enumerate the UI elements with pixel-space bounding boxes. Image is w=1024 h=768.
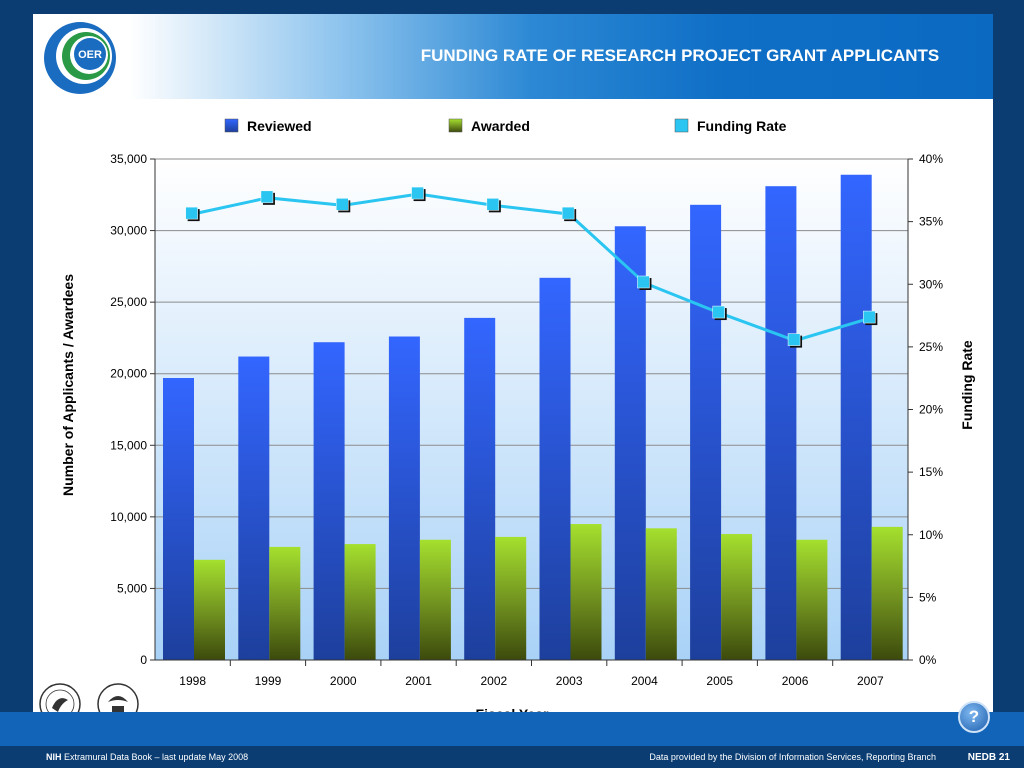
footer: NIH Extramural Data Book – last update M… [0,746,1024,768]
legend-label: Awarded [471,118,530,134]
marker-funding-rate [336,198,349,211]
x-tick-label: 1998 [179,674,206,688]
x-tick-label: 2006 [782,674,809,688]
y-tick-label: 15,000 [110,438,147,452]
y-right-tick-label: 15% [919,465,943,479]
bar-reviewed [163,378,194,660]
bar-reviewed [614,226,646,660]
bar-awarded [495,536,527,660]
y-right-tick-label: 5% [919,590,937,604]
y-tick-label: 35,000 [110,152,147,166]
y-tick-label: 20,000 [110,367,147,381]
bottom-band [0,712,1024,746]
y-right-tick-label: 30% [919,277,943,291]
bar-awarded [721,534,753,660]
bar-awarded [419,539,451,660]
marker-funding-rate [561,206,575,220]
page-title: FUNDING RATE OF RESEARCH PROJECT GRANT A… [420,46,940,65]
x-tick-label: 2005 [706,674,733,688]
bar-awarded [344,544,376,660]
marker-funding-rate [863,310,876,324]
y-tick-label: 10,000 [110,510,147,524]
x-tick-label: 1999 [255,674,282,688]
y-axis-right-title: Funding Rate [959,340,975,430]
footer-nih: NIH [46,752,62,762]
x-tick-label: 2007 [857,674,884,688]
legend-swatch [674,118,689,133]
marker-funding-rate [637,275,650,289]
legend-label: Funding Rate [697,118,787,134]
x-tick-label: 2004 [631,674,658,688]
marker-funding-rate [260,190,274,204]
bar-reviewed [690,204,722,660]
logo-text: OER [78,49,102,61]
x-tick-label: 2001 [405,674,432,688]
bar-reviewed [840,174,872,660]
bar-awarded [269,546,301,660]
bar-reviewed [388,336,420,660]
x-tick-label: 2003 [556,674,583,688]
y-right-tick-label: 10% [919,528,943,542]
y-right-tick-label: 20% [919,403,943,417]
legend-swatch [448,118,463,133]
marker-funding-rate [185,206,198,220]
y-tick-label: 30,000 [110,224,147,238]
y-tick-label: 0 [140,653,147,667]
x-tick-label: 2002 [480,674,507,688]
line-funding-rate [192,192,871,343]
y-tick-label: 25,000 [110,295,147,309]
bar-reviewed [464,317,496,660]
marker-funding-rate [411,186,424,200]
bar-reviewed [238,356,270,660]
bar-awarded [871,526,903,660]
y-right-tick-label: 0% [919,653,937,667]
oer-logo: OER [44,22,116,94]
y-right-tick-label: 25% [919,340,943,354]
header-band [33,14,993,99]
bar-awarded [796,539,828,660]
bar-awarded [570,524,602,660]
bar-reviewed [765,186,797,660]
legend-label: Reviewed [247,118,312,134]
legend-swatch [224,118,239,133]
y-right-tick-label: 35% [919,215,943,229]
marker-funding-rate [712,305,725,319]
y-right-tick-label: 40% [919,152,943,166]
x-tick-label: 2000 [330,674,357,688]
footer-source: Data provided by the Division of Informa… [649,752,936,762]
help-button[interactable]: ? [958,701,990,733]
bar-awarded [645,528,677,660]
y-tick-label: 5,000 [117,581,147,595]
footer-left: NIH Extramural Data Book – last update M… [46,752,248,762]
y-axis-title: Number of Applicants / Awardees [60,274,76,496]
bar-awarded [194,559,225,660]
footer-page-number: NEDB 21 [967,752,1010,763]
marker-funding-rate [787,333,801,346]
bar-reviewed [313,342,345,660]
bar-reviewed [539,277,571,660]
footer-databook: Extramural Data Book – last update May 2… [61,752,249,762]
marker-funding-rate [486,198,500,211]
